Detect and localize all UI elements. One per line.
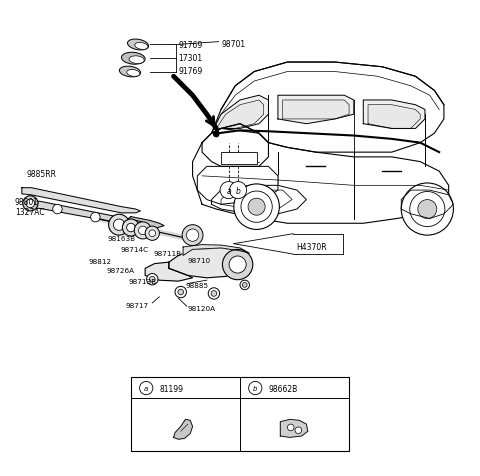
- Circle shape: [410, 192, 445, 227]
- Text: 98812: 98812: [88, 258, 111, 265]
- Polygon shape: [192, 124, 449, 224]
- Text: 98726A: 98726A: [106, 267, 134, 273]
- Polygon shape: [212, 186, 306, 214]
- Text: b: b: [253, 385, 257, 391]
- Circle shape: [248, 198, 265, 216]
- Polygon shape: [174, 419, 192, 439]
- Circle shape: [53, 205, 62, 214]
- Circle shape: [113, 219, 125, 231]
- Text: 98163B: 98163B: [107, 236, 135, 242]
- Polygon shape: [363, 101, 425, 129]
- Text: 1327AC: 1327AC: [15, 208, 44, 217]
- Circle shape: [240, 280, 250, 290]
- Polygon shape: [197, 167, 278, 205]
- Text: 98120A: 98120A: [188, 305, 216, 311]
- Circle shape: [175, 287, 186, 298]
- Circle shape: [418, 200, 437, 219]
- Circle shape: [149, 230, 156, 237]
- Circle shape: [234, 185, 279, 230]
- Circle shape: [127, 224, 135, 232]
- Polygon shape: [280, 419, 308, 437]
- Text: 98662B: 98662B: [268, 384, 298, 393]
- Text: 98710: 98710: [188, 257, 211, 263]
- Circle shape: [295, 427, 301, 434]
- Polygon shape: [22, 188, 141, 213]
- Bar: [131, 377, 349, 451]
- Text: a: a: [226, 186, 231, 195]
- Circle shape: [146, 274, 158, 285]
- Text: 98713B: 98713B: [129, 278, 156, 285]
- Polygon shape: [278, 96, 354, 124]
- Circle shape: [122, 219, 140, 237]
- Polygon shape: [221, 191, 292, 209]
- Text: 98711B: 98711B: [154, 250, 182, 256]
- Ellipse shape: [129, 57, 144, 64]
- Ellipse shape: [121, 53, 145, 65]
- Text: 98717: 98717: [125, 302, 148, 308]
- Text: a: a: [144, 385, 148, 391]
- Circle shape: [220, 182, 237, 199]
- Circle shape: [26, 199, 35, 208]
- Circle shape: [242, 283, 247, 288]
- Ellipse shape: [135, 43, 148, 50]
- Circle shape: [108, 215, 130, 236]
- Text: H4370R: H4370R: [296, 243, 326, 252]
- Circle shape: [139, 227, 147, 235]
- Ellipse shape: [127, 70, 140, 77]
- Polygon shape: [183, 245, 250, 256]
- Circle shape: [140, 382, 153, 395]
- Polygon shape: [126, 217, 164, 229]
- Polygon shape: [368, 106, 420, 129]
- Circle shape: [114, 217, 124, 227]
- Text: b: b: [236, 186, 240, 195]
- Circle shape: [134, 222, 151, 239]
- Circle shape: [145, 227, 159, 241]
- Circle shape: [23, 197, 38, 211]
- Text: 98885: 98885: [185, 282, 209, 288]
- Polygon shape: [283, 101, 349, 119]
- Text: 9885RR: 9885RR: [26, 169, 57, 178]
- Polygon shape: [212, 63, 444, 153]
- Polygon shape: [145, 263, 192, 281]
- Circle shape: [186, 229, 199, 242]
- Circle shape: [182, 225, 203, 246]
- Circle shape: [149, 277, 155, 282]
- Polygon shape: [212, 96, 268, 134]
- Text: 91769: 91769: [179, 40, 203, 50]
- Text: 17301: 17301: [179, 54, 203, 63]
- Circle shape: [288, 424, 294, 431]
- Polygon shape: [202, 129, 268, 167]
- Circle shape: [229, 182, 247, 199]
- Ellipse shape: [128, 40, 149, 51]
- Polygon shape: [216, 101, 264, 129]
- Circle shape: [401, 184, 454, 236]
- Circle shape: [241, 192, 272, 223]
- Circle shape: [178, 289, 183, 295]
- Text: 81199: 81199: [159, 384, 183, 393]
- Ellipse shape: [120, 67, 141, 78]
- Circle shape: [208, 288, 220, 299]
- Circle shape: [214, 132, 219, 138]
- Polygon shape: [169, 248, 250, 278]
- Circle shape: [211, 291, 217, 297]
- Text: 98714C: 98714C: [120, 247, 149, 253]
- Circle shape: [222, 250, 253, 280]
- Text: 91769: 91769: [179, 67, 203, 76]
- Polygon shape: [401, 191, 454, 219]
- Circle shape: [229, 257, 246, 274]
- Text: 98801: 98801: [15, 198, 39, 207]
- Polygon shape: [31, 201, 145, 226]
- Circle shape: [91, 213, 100, 222]
- Circle shape: [249, 382, 262, 395]
- Text: 98701: 98701: [221, 40, 245, 49]
- Bar: [221, 153, 257, 165]
